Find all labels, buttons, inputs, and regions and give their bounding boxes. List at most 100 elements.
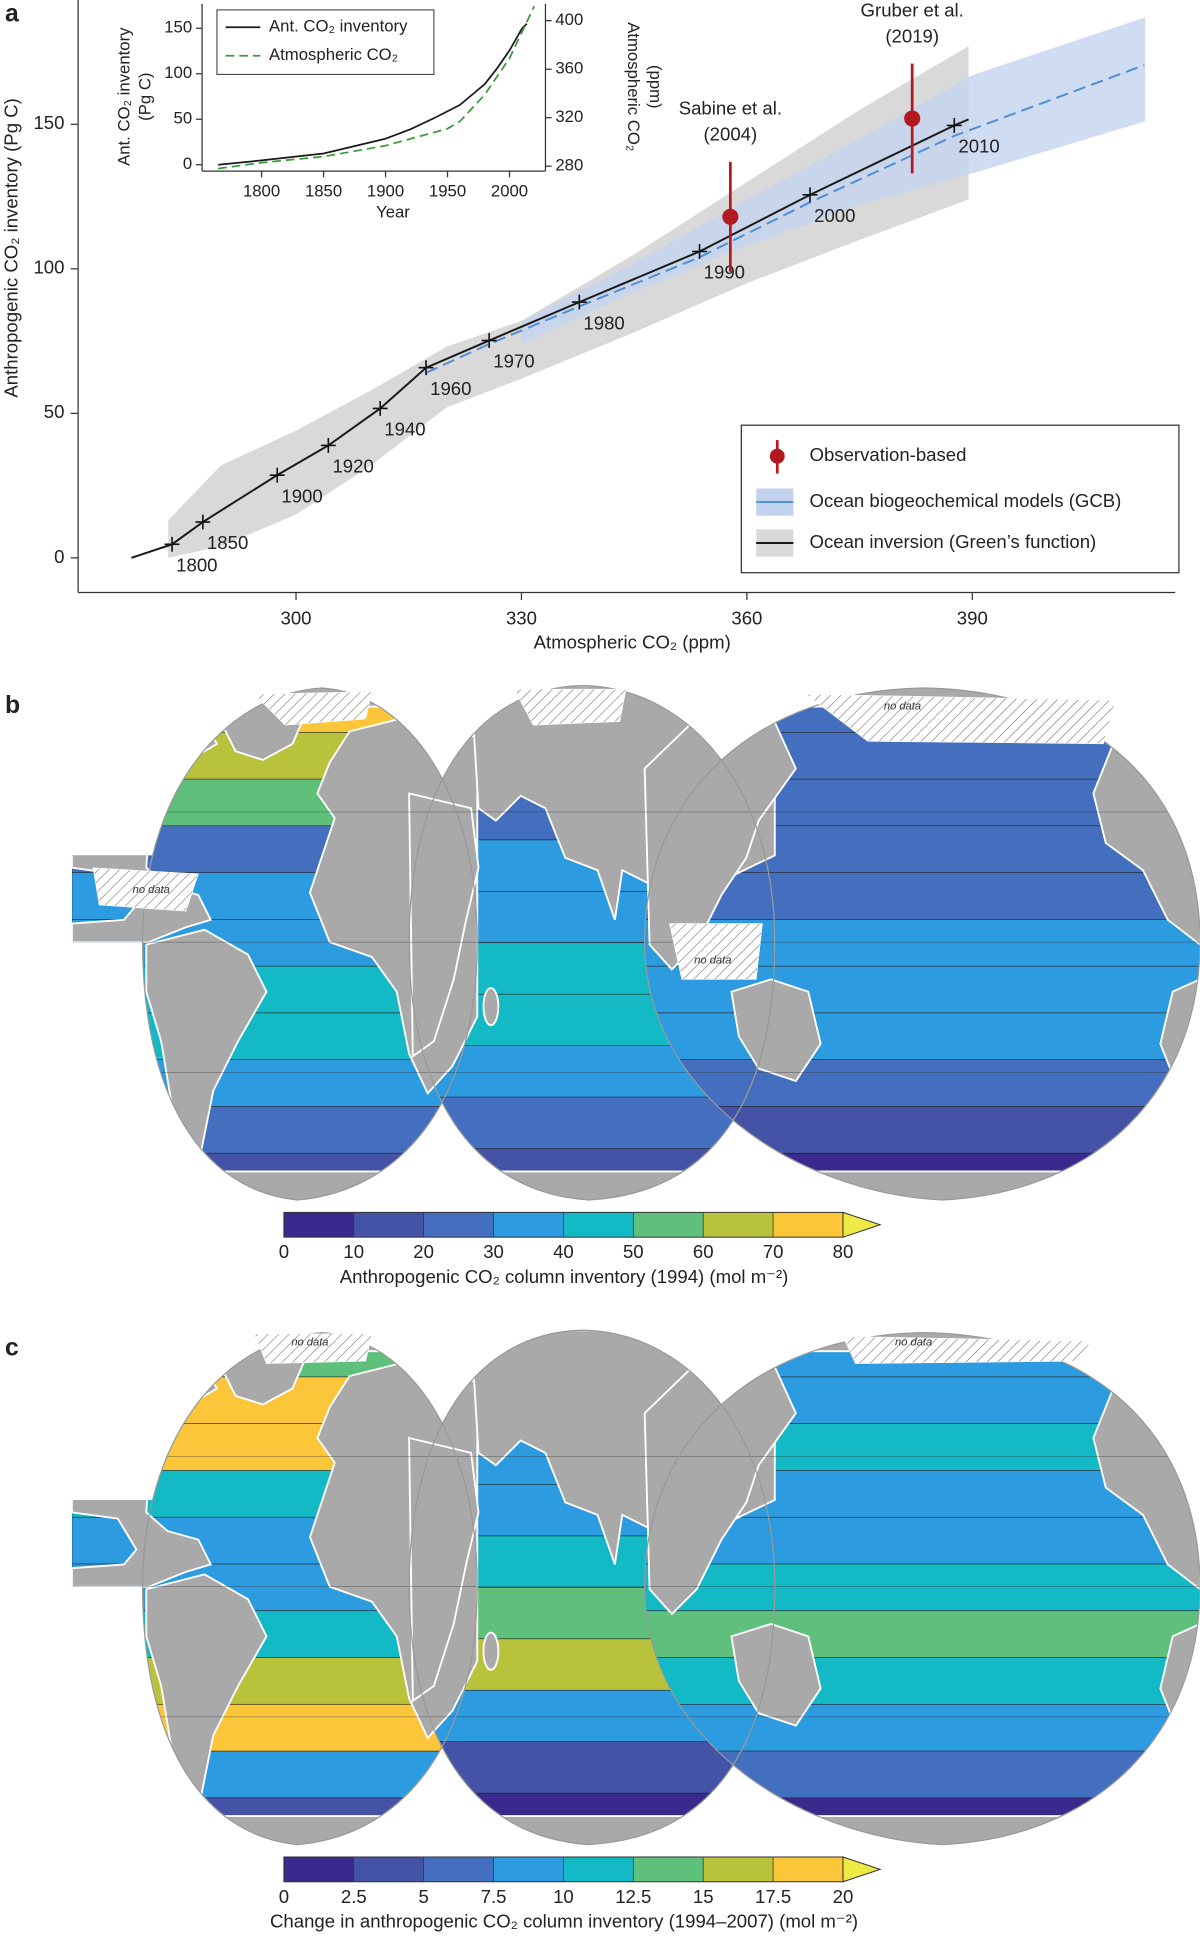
colorbar-bin [493, 1856, 564, 1882]
map-panel: c no data no data 0 2.5 5 7.5 10 12.5 15 17.5 20 Ch… [0, 1314, 1200, 1932]
y-tick-label: 100 [33, 257, 64, 278]
y-tick-label: 50 [44, 401, 65, 422]
colorbar-bin [633, 1212, 704, 1238]
colorbar-bin [703, 1856, 774, 1882]
no-data-label: no data [291, 1336, 328, 1348]
colorbar-extend [842, 1856, 882, 1883]
point-label: 1990 [704, 262, 745, 283]
colorbar-tick-label: 0 [279, 1886, 289, 1907]
colorbar-bin [773, 1212, 843, 1238]
legend-label: Ocean inversion (Green’s function) [809, 531, 1096, 552]
x-axis-label: Atmospheric CO₂ (ppm) [534, 631, 731, 652]
colorbar-bin [633, 1856, 704, 1882]
point-label: 1800 [176, 554, 217, 575]
ocean-zone [644, 1750, 1200, 1799]
colorbar-extend [842, 1211, 882, 1238]
x-axis-label: Year [376, 203, 410, 222]
x-tick-label: 1850 [305, 182, 342, 201]
colorbar-bin [563, 1856, 634, 1882]
ocean-zone [644, 1059, 1200, 1108]
x-tick-label: 330 [506, 608, 537, 629]
y-tick-label: 0 [54, 546, 64, 567]
ocean-zone [644, 1563, 1200, 1612]
ocean-zone [644, 1703, 1200, 1752]
legend-label: Ant. CO₂ inventory [269, 17, 408, 36]
colorbar-tick-label: 15 [693, 1886, 714, 1907]
y2-axis-label: (ppm) [646, 65, 665, 109]
colorbar-bin [283, 1212, 354, 1238]
x-tick-label: 300 [281, 608, 312, 629]
colorbar-tick-label: 12.5 [615, 1886, 651, 1907]
ocean-zone [644, 1012, 1200, 1061]
y-tick-label: 0 [183, 154, 192, 173]
colorbar-bin [423, 1212, 494, 1238]
uncertainty-band [521, 17, 1146, 345]
ocean-zone [644, 1610, 1200, 1659]
colorbar-tick-label: 0 [279, 1241, 289, 1262]
x-tick-label: 360 [731, 608, 762, 629]
ocean-zone [644, 1516, 1200, 1565]
colorbar-bin [353, 1212, 424, 1238]
line [218, 5, 536, 170]
point-label: 1900 [281, 485, 322, 506]
colorbar-title: Anthropogenic CO₂ column inventory (1994… [340, 1266, 789, 1287]
panel-a: a Atmospheric CO₂ (ppm) Anthropogenic CO… [0, 0, 1180, 652]
colorbar-tick-label: 50 [623, 1241, 644, 1262]
y-tick-label: 150 [33, 112, 64, 133]
colorbar-tick-label: 30 [483, 1241, 504, 1262]
ocean-zone [644, 872, 1200, 921]
colorbar-tick-label: 17.5 [755, 1886, 791, 1907]
colorbar-tick-label: 70 [763, 1241, 784, 1262]
colorbar-tick-label: 20 [413, 1241, 434, 1262]
point-label: 1960 [430, 378, 471, 399]
legend-label: Atmospheric CO₂ [269, 45, 398, 64]
ocean-zone [644, 1657, 1200, 1706]
colorbar-bin [353, 1856, 424, 1882]
observation-label: Gruber et al. [861, 0, 964, 20]
legend-label: Ocean biogeochemical models (GCB) [809, 490, 1121, 511]
line [425, 64, 1145, 374]
colorbar-tick-label: 80 [833, 1241, 854, 1262]
ocean-zone [644, 1106, 1200, 1155]
no-data-areas [253, 1333, 1092, 1364]
map-panel: b no data no data no data 0 10 20 30 40 50 60 70 80… [0, 669, 1200, 1287]
colorbar-bin [773, 1856, 843, 1882]
point-label: 1920 [332, 456, 373, 477]
y2-tick-label: 320 [555, 107, 583, 126]
colorbar-tick-label: 7.5 [481, 1886, 507, 1907]
point-label: 1850 [207, 532, 248, 553]
no-data-label: no data [694, 955, 731, 967]
x-tick-label: 1950 [429, 182, 466, 201]
no-data-label: no data [133, 884, 170, 896]
y-tick-label: 150 [164, 18, 192, 37]
colorbar-tick-label: 20 [833, 1886, 854, 1907]
colorbar-tick-label: 10 [553, 1886, 574, 1907]
point-label: 1980 [583, 312, 624, 333]
colorbar-bin [423, 1856, 494, 1882]
y2-axis-label: Atmospheric CO₂ [624, 22, 643, 151]
no-data-label: no data [895, 1336, 932, 1348]
colorbar-bin [703, 1212, 774, 1238]
y2-tick-label: 400 [555, 10, 583, 29]
panel-letter: a [5, 0, 19, 27]
y-axis-label: (Pg C) [136, 73, 155, 121]
point-label: 2000 [814, 205, 855, 226]
observation-point [722, 208, 739, 225]
legend-label: Observation-based [809, 444, 966, 465]
legend-symbol [769, 448, 785, 464]
x-tick-label: 1800 [243, 182, 280, 201]
y-tick-label: 50 [174, 109, 193, 128]
ocean-zone [409, 1741, 775, 1795]
y-axis-label: Anthropogenic CO₂ inventory (Pg C) [0, 98, 21, 397]
ocean-zone [71, 1106, 478, 1155]
no-data-label: no data [884, 701, 921, 713]
observation-label: Sabine et al. [679, 98, 782, 119]
panel-letter: c [5, 1334, 19, 1361]
observation-label: (2004) [703, 124, 757, 145]
colorbar-bin [493, 1212, 564, 1238]
colorbar-title: Change in anthropogenic CO₂ column inven… [270, 1911, 858, 1932]
colorbar-tick-label: 40 [553, 1241, 574, 1262]
y-axis-label: Ant. CO₂ inventory [115, 27, 134, 166]
